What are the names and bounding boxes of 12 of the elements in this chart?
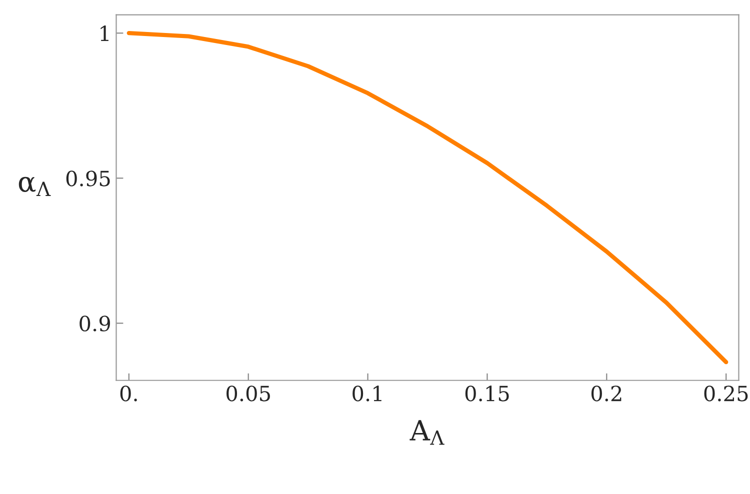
x-tick-label: 0.05	[226, 386, 270, 402]
y-tick-label: 1	[100, 26, 108, 42]
y-axis-title: α$_{Λ}$	[18, 176, 51, 196]
x-tick-label: 0.15	[465, 386, 509, 402]
y-tick-label: 0.9	[80, 316, 110, 332]
y-tick-label: 0.95	[66, 170, 110, 186]
x-tick-label: 0.	[120, 386, 137, 402]
x-tick-label: 0.1	[352, 386, 382, 402]
x-tick-label: 0.25	[704, 386, 748, 402]
line-series	[126, 31, 728, 364]
x-tick-label: 0.2	[591, 386, 622, 402]
x-axis-title: A$_{Λ}$	[410, 420, 444, 445]
